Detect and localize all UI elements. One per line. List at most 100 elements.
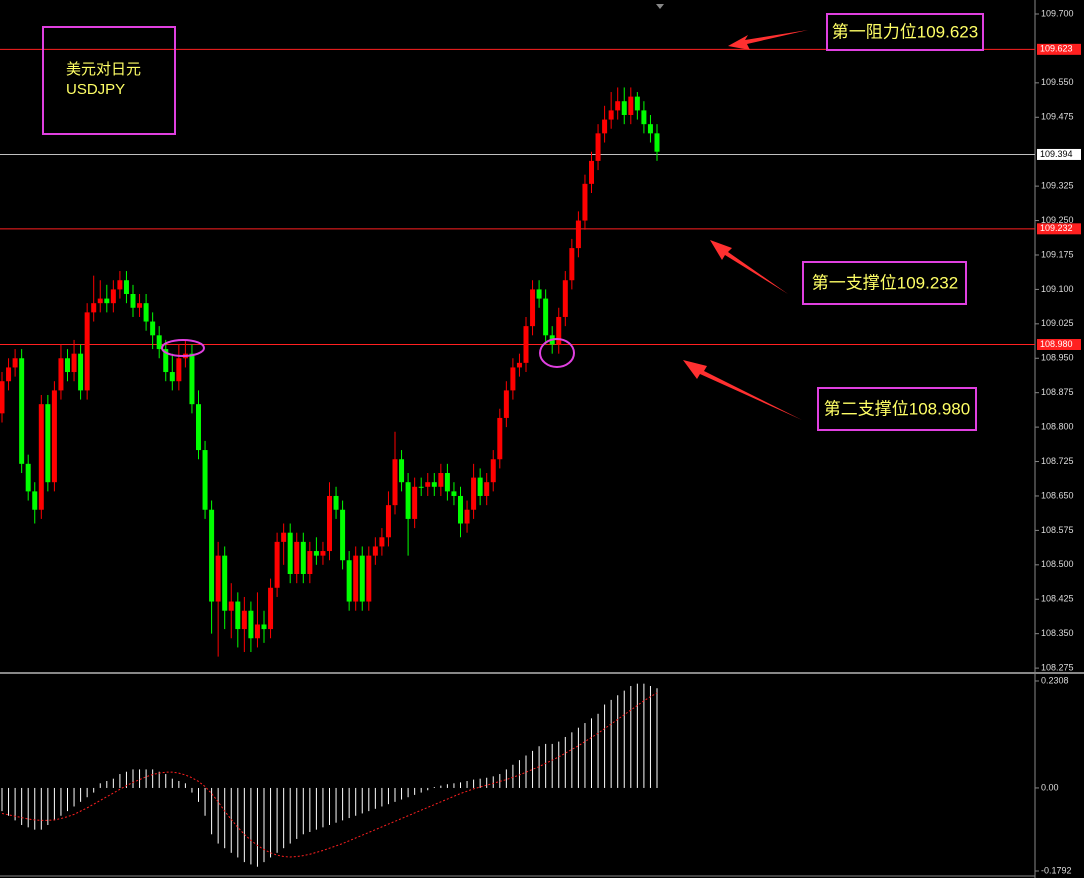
candle-body: [523, 326, 529, 363]
candle-body: [300, 541, 306, 574]
y-tick-label: 108.275: [1041, 662, 1074, 672]
level-label-bg: [1037, 43, 1081, 55]
candle-body: [91, 303, 97, 313]
annotation: 第一阻力位109.623: [832, 22, 978, 41]
candle-body: [38, 404, 44, 510]
candle-body: [575, 220, 581, 249]
candle-body: [556, 316, 562, 345]
candle-body: [169, 372, 175, 382]
candle-body: [235, 601, 241, 630]
arrow: [728, 30, 808, 50]
annotation-box: [817, 387, 977, 431]
candle-body: [65, 358, 70, 373]
candle-body: [582, 183, 588, 221]
candle-body: [222, 555, 228, 611]
candle-body: [163, 349, 169, 373]
candle-body: [385, 505, 391, 538]
level-label: 109.232: [1040, 223, 1073, 233]
candle-body: [510, 367, 516, 391]
y-tick-label: -0.1792: [1041, 865, 1072, 875]
candle-body: [340, 509, 346, 561]
y-tick-label: 108.950: [1041, 353, 1074, 363]
candle-body: [471, 477, 477, 510]
arrow: [683, 360, 802, 420]
y-tick-label: 109.250: [1041, 215, 1074, 225]
candle-body: [392, 459, 398, 506]
candle-body: [143, 303, 149, 322]
candle-body: [366, 555, 372, 602]
candle-body: [654, 133, 660, 152]
candle-body: [241, 610, 247, 630]
candle-body: [104, 298, 110, 304]
candle-body: [516, 362, 522, 368]
highlight-ellipse: [161, 339, 205, 357]
candle-body: [412, 486, 418, 519]
candle-body: [569, 248, 575, 281]
candle-body: [32, 491, 38, 510]
candle-body: [438, 473, 444, 487]
candle-body: [327, 495, 332, 552]
candle-body: [634, 96, 640, 111]
candle-body: [0, 381, 5, 414]
candle-body: [254, 624, 260, 639]
candle-body: [647, 124, 653, 134]
candle-body: [621, 101, 627, 115]
candle-body: [346, 560, 352, 602]
y-tick-label: 109.025: [1041, 318, 1074, 328]
y-tick-label: 108.500: [1041, 559, 1074, 569]
scroll-marker: [656, 4, 664, 9]
annotation-box: [802, 261, 967, 305]
y-tick-label: 0.00: [1041, 782, 1059, 792]
candle-body: [84, 312, 90, 391]
y-tick-label: 0.2308: [1041, 675, 1069, 685]
candle-body: [477, 477, 483, 496]
candle-body: [379, 537, 385, 547]
candle-body: [287, 532, 293, 574]
candle-body: [320, 551, 326, 556]
signal-line: [1, 692, 658, 858]
candle-body: [307, 551, 313, 574]
candle-body: [130, 294, 136, 308]
candle-body: [110, 289, 116, 304]
candle-body: [123, 280, 129, 294]
candle-body: [333, 495, 339, 510]
candle-body: [281, 532, 287, 542]
candle-body: [71, 353, 77, 373]
chart-subtitle: USDJPY: [66, 81, 125, 98]
candle-body: [97, 298, 103, 304]
candle-body: [359, 555, 365, 602]
y-tick-label: 109.100: [1041, 284, 1074, 294]
candle-body: [458, 495, 463, 524]
candle-body: [25, 463, 31, 492]
candle-body: [399, 459, 405, 483]
candle-body: [589, 160, 594, 184]
candle-body: [562, 280, 568, 317]
candle-body: [615, 101, 621, 111]
level-label: 109.623: [1040, 44, 1073, 54]
candle-body: [628, 96, 634, 115]
candle-body: [45, 404, 51, 483]
y-tick-label: 109.550: [1041, 77, 1074, 87]
candle-body: [176, 358, 182, 382]
candle-body: [196, 404, 201, 451]
candle-body: [274, 541, 280, 588]
annotation: 第二支撑位108.980: [824, 399, 970, 418]
highlight-ellipse: [539, 338, 575, 368]
y-tick-label: 108.425: [1041, 594, 1074, 604]
level-label-bg: [1037, 338, 1081, 350]
candle-body: [248, 610, 254, 639]
y-tick-label: 108.650: [1041, 490, 1074, 500]
candle-body: [6, 367, 12, 382]
y-tick-label: 108.575: [1041, 525, 1074, 535]
level-label-bg: [1037, 148, 1081, 160]
candle-body: [497, 417, 503, 460]
candle-body: [150, 321, 156, 336]
y-tick-label: 108.875: [1041, 387, 1074, 397]
candle-body: [464, 509, 470, 524]
candle-body: [503, 390, 509, 418]
annotation: 第一支撑位109.232: [812, 273, 958, 292]
candle-body: [189, 353, 195, 405]
y-tick-label: 109.700: [1041, 8, 1074, 18]
level-label-bg: [1037, 223, 1081, 235]
